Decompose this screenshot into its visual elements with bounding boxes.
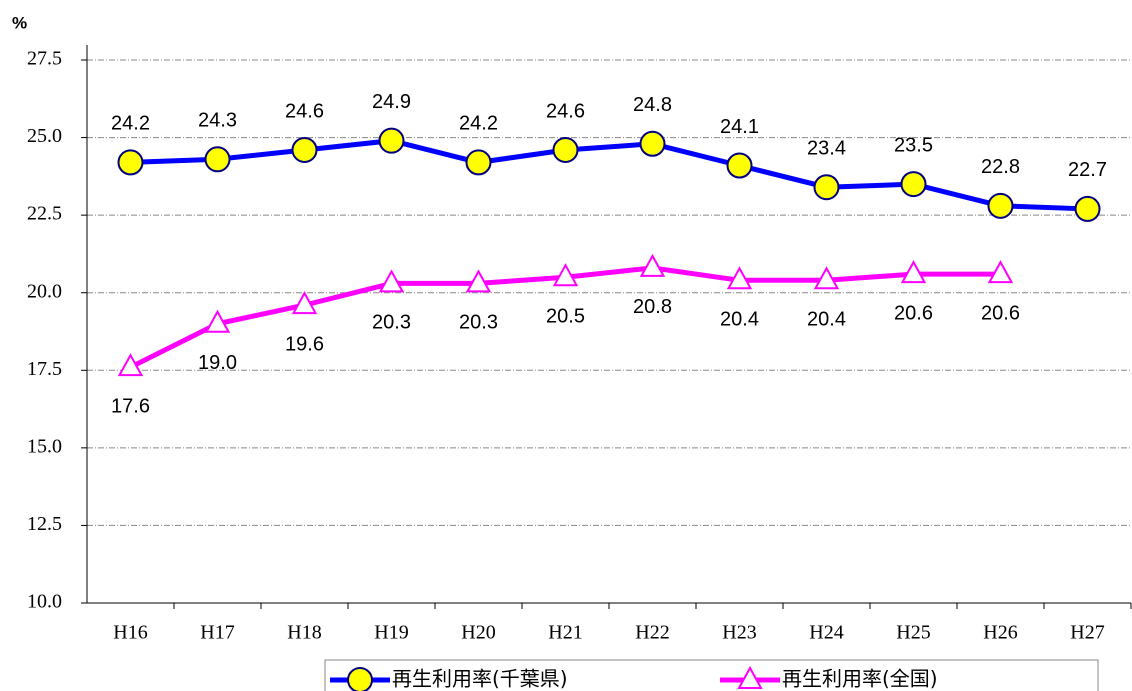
data-label: 24.3 [198, 110, 237, 132]
data-label: 22.8 [981, 156, 1020, 178]
data-point [117, 353, 144, 377]
y-tick-label: 20.0 [27, 280, 62, 302]
data-point [1074, 195, 1101, 222]
data-label: 20.5 [546, 305, 585, 327]
data-point [987, 260, 1014, 284]
data-label: 24.9 [372, 91, 411, 113]
data-point [639, 130, 666, 157]
data-label: 20.4 [720, 309, 759, 331]
data-point [639, 253, 666, 277]
data-point [552, 136, 579, 163]
x-tick-label: H23 [722, 622, 756, 644]
y-tick-label: 25.0 [27, 125, 62, 147]
data-point [900, 171, 927, 198]
y-tick-label: 15.0 [27, 435, 62, 457]
data-label: 19.0 [198, 352, 237, 374]
data-point [291, 291, 318, 315]
data-label: 24.2 [459, 113, 498, 135]
x-tick-label: H18 [287, 622, 321, 644]
data-label: 20.3 [459, 312, 498, 334]
legend-marker [737, 665, 763, 689]
data-point [465, 149, 492, 176]
data-point [204, 146, 231, 173]
data-point [204, 309, 231, 333]
data-label: 20.8 [633, 296, 672, 318]
data-label: 19.6 [285, 333, 324, 355]
y-tick-label: 12.5 [27, 513, 62, 535]
data-point [726, 266, 753, 290]
data-point [813, 266, 840, 290]
x-tick-label: H24 [809, 622, 843, 644]
data-label: 23.5 [894, 134, 933, 156]
x-tick-label: H25 [896, 622, 930, 644]
data-point [726, 152, 753, 179]
x-tick-label: H27 [1070, 622, 1104, 644]
x-tick-label: H20 [461, 622, 495, 644]
y-tick-label: 10.0 [27, 591, 62, 613]
y-axis-unit: % [12, 13, 27, 32]
y-tick-label: 27.5 [27, 48, 62, 70]
x-tick-label: H22 [635, 622, 669, 644]
data-point [900, 260, 927, 284]
data-point [291, 136, 318, 163]
data-label: 20.3 [372, 312, 411, 334]
data-label: 24.1 [720, 116, 759, 138]
x-tick-label: H26 [983, 622, 1017, 644]
x-tick-label: H16 [113, 622, 147, 644]
data-point [117, 149, 144, 176]
data-point [813, 174, 840, 201]
y-tick-label: 22.5 [27, 203, 62, 225]
y-tick-label: 17.5 [27, 358, 62, 380]
data-point [987, 192, 1014, 219]
data-label: 20.6 [981, 302, 1020, 324]
data-label: 24.6 [546, 100, 585, 122]
data-point [552, 263, 579, 287]
data-point [378, 269, 405, 293]
legend-box [324, 659, 1099, 691]
data-label: 20.4 [807, 309, 846, 331]
data-label: 20.6 [894, 302, 933, 324]
data-label: 23.4 [807, 137, 846, 159]
legend-label: 再生利用率(全国) [782, 667, 938, 691]
legend-marker [347, 667, 373, 691]
data-point [465, 269, 492, 293]
series-line [130, 138, 1088, 212]
data-label: 24.2 [111, 113, 150, 135]
data-label: 17.6 [111, 395, 150, 417]
x-tick-label: H21 [548, 622, 582, 644]
data-label: 24.8 [633, 94, 672, 116]
data-label: 22.7 [1068, 159, 1107, 181]
x-tick-label: H19 [374, 622, 408, 644]
x-tick-label: H17 [200, 622, 234, 644]
legend-label: 再生利用率(千葉県) [392, 667, 568, 691]
data-label: 24.6 [285, 100, 324, 122]
data-point [378, 127, 405, 154]
